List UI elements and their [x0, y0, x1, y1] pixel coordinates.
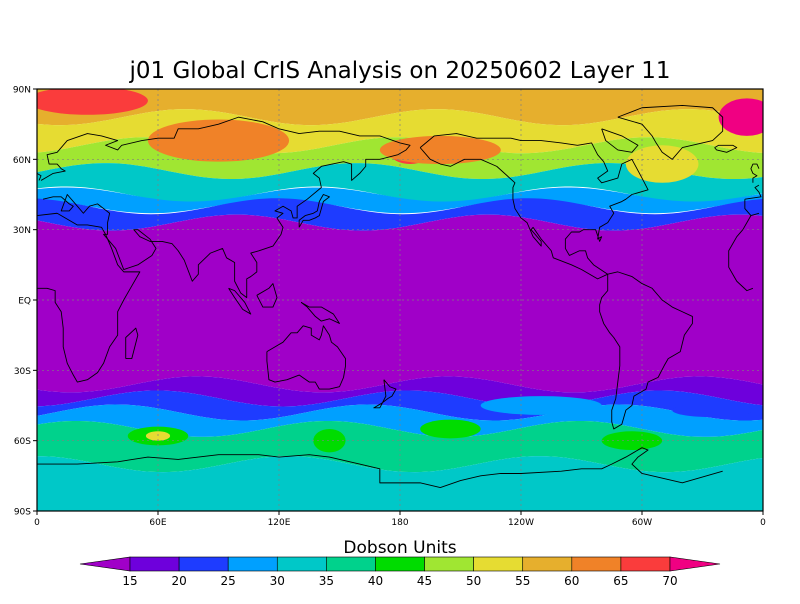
colorbar-tick-label: 20 [171, 574, 186, 588]
coastline-new-zealand [373, 379, 397, 409]
coastline-africa [37, 212, 754, 383]
field-band [37, 163, 763, 203]
colorbar-swatch [571, 556, 622, 572]
latitude-labels: 90N 60N 30N EQ 30S 60S 90S [13, 86, 37, 518]
colorbar-swatch [326, 556, 376, 572]
colorbar-tick-label: 25 [221, 574, 236, 588]
colorbar-tick-label: 70 [662, 574, 677, 588]
coastline-sumatra [228, 287, 252, 315]
map-panel [37, 89, 763, 511]
colorbar-swatch [276, 556, 327, 572]
field-feature-atlantic-yellow [625, 145, 699, 183]
coastline-north-america [419, 133, 649, 280]
colorbar-swatch [424, 556, 474, 572]
lon-label: 120E [268, 518, 291, 528]
field-feature-south-blue-2 [672, 403, 753, 418]
lon-label: 120W [508, 518, 534, 528]
colorbar-tick-label: 35 [319, 574, 334, 588]
coastline-antarctica [37, 447, 723, 489]
colorbar-tick-label: 55 [515, 574, 530, 588]
ozone-field-features [37, 89, 763, 453]
lon-label: 60W [632, 518, 652, 528]
field-feature-pacific-orange [379, 135, 501, 165]
lat-label: 90N [13, 86, 31, 96]
field-band [37, 420, 763, 473]
coastline-uk [37, 163, 760, 183]
colorbar-swatch [522, 556, 573, 572]
coastline-iceland [714, 144, 738, 153]
coastline-madagascar [125, 327, 139, 360]
colorbar-tick-label: 50 [466, 574, 481, 588]
lon-label: 60E [149, 518, 166, 528]
colorbar-tick-label: 30 [270, 574, 285, 588]
colorbar-tick-label: 60 [564, 574, 579, 588]
coastline-australia [266, 325, 346, 390]
colorbar-title: Dobson Units [343, 538, 456, 558]
field-feature-north-high-west [37, 89, 148, 115]
colorbar-tick-label: 40 [368, 574, 383, 588]
lat-label: 60S [14, 437, 31, 447]
field-feature-siberia-orange [147, 119, 290, 162]
colorbar-swatch [620, 556, 671, 572]
coastline-baffin-island [601, 128, 639, 153]
field-band [37, 456, 763, 511]
field-feature-south-green-2 [313, 428, 346, 453]
colorbar-swatch [375, 556, 425, 572]
field-feature-south-green-4 [601, 431, 663, 451]
field-band [37, 89, 763, 126]
longitude-labels: 0 60E 120E 180 120W 60W 0 [34, 511, 766, 528]
colorbar-swatch [178, 556, 229, 572]
lat-label: 90S [14, 508, 31, 518]
colorbar-over-triangle [669, 556, 721, 572]
coastline-japan [298, 194, 330, 228]
lon-label: 180 [391, 518, 408, 528]
field-band [37, 214, 763, 393]
colorbar-tick-labels: 15 20 25 30 35 40 45 50 55 60 65 70 [122, 574, 677, 588]
graticule-grid [37, 89, 763, 511]
page-title: j01 Global CrIS Analysis on 20250602 Lay… [129, 58, 671, 84]
colorbar-swatch [473, 556, 524, 572]
field-feature-south-blue-1 [480, 396, 602, 415]
coastline-new-guinea [300, 301, 340, 324]
lon-label: 0 [760, 518, 766, 528]
coastline-borneo [256, 283, 278, 308]
coastlines [37, 104, 762, 489]
lon-label: 0 [34, 518, 40, 528]
colorbar-swatch [227, 556, 278, 572]
field-feature-north-high-east [718, 98, 763, 136]
lat-label: EQ [18, 297, 31, 307]
colorbar-tick-label: 15 [122, 574, 137, 588]
coastline-greenland [617, 104, 724, 160]
lat-label: 30S [14, 367, 31, 377]
colorbar [79, 556, 721, 572]
lat-label: 60N [13, 156, 31, 166]
colorbar-under-triangle [79, 556, 131, 572]
colorbar-swatch [129, 556, 180, 572]
field-feature-south-green-3 [420, 419, 481, 439]
colorbar-tick-label: 45 [417, 574, 432, 588]
coastline-eurasia [40, 116, 762, 299]
coastline-south-america [599, 271, 693, 430]
colorbar-tick-label: 65 [613, 574, 628, 588]
lat-label: 30N [13, 226, 31, 236]
